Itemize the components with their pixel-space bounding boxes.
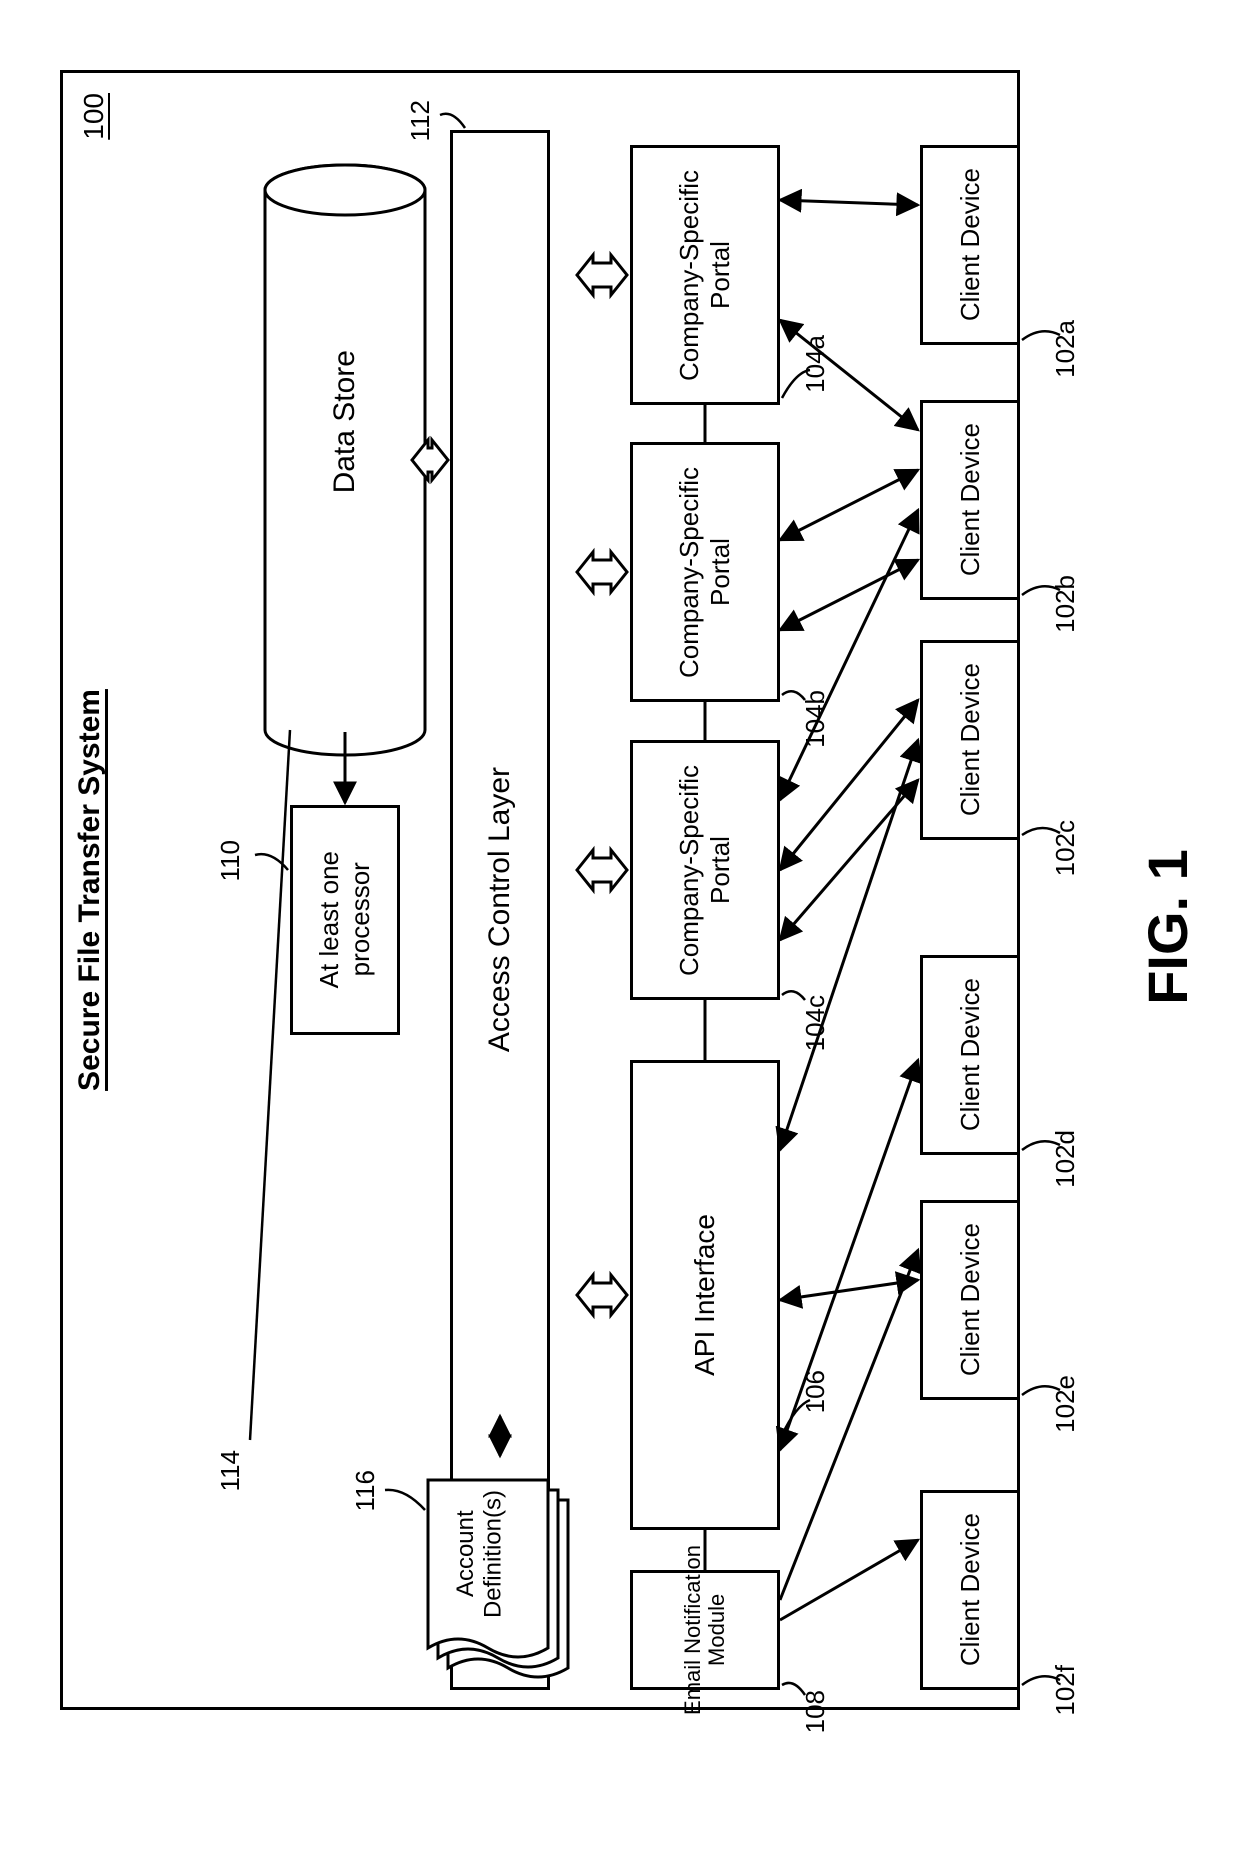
email-label: Email NotificationModule: [681, 1545, 729, 1715]
ref-104a: 104a: [800, 335, 831, 393]
ref-104c: 104c: [800, 995, 831, 1051]
client-c: Client Device: [920, 640, 1020, 840]
email-box: Email NotificationModule: [630, 1570, 780, 1690]
acl-box: Access Control Layer: [450, 130, 550, 1690]
system-title: Secure File Transfer System: [73, 689, 107, 1091]
client-b: Client Device: [920, 400, 1020, 600]
client-a-label: Client Device: [955, 168, 986, 321]
acl-label: Access Control Layer: [483, 767, 517, 1052]
portal-a: Company-SpecificPortal: [630, 145, 780, 405]
ref-112: 112: [405, 100, 436, 141]
ref-108: 108: [800, 1690, 831, 1733]
ref-102b: 102b: [1050, 575, 1081, 633]
client-f-label: Client Device: [955, 1513, 986, 1666]
client-b-label: Client Device: [955, 423, 986, 576]
client-e: Client Device: [920, 1200, 1020, 1400]
client-d: Client Device: [920, 955, 1020, 1155]
ref-102d: 102d: [1050, 1130, 1081, 1188]
diagram-canvas: Secure File Transfer System 100 Data Sto…: [0, 0, 1240, 1853]
figure-title: FIG. 1: [1135, 849, 1200, 1005]
client-a: Client Device: [920, 145, 1020, 345]
ref-102a: 102a: [1050, 320, 1081, 378]
ref-116: 116: [350, 1470, 381, 1511]
ref-102c: 102c: [1050, 820, 1081, 876]
datastore-label: Data Store: [328, 350, 362, 493]
portal-b-label: Company-SpecificPortal: [674, 467, 736, 678]
portal-c: Company-SpecificPortal: [630, 740, 780, 1000]
ref-104b: 104b: [800, 690, 831, 748]
client-f: Client Device: [920, 1490, 1020, 1690]
api-box: API Interface: [630, 1060, 780, 1530]
client-c-label: Client Device: [955, 663, 986, 816]
client-d-label: Client Device: [955, 978, 986, 1131]
api-label: API Interface: [689, 1214, 721, 1376]
portal-b: Company-SpecificPortal: [630, 442, 780, 702]
portal-c-label: Company-SpecificPortal: [674, 765, 736, 976]
portal-a-label: Company-SpecificPortal: [674, 170, 736, 381]
ref-102f: 102f: [1050, 1665, 1081, 1716]
processor-box: At least oneprocessor: [290, 805, 400, 1035]
ref-106: 106: [800, 1370, 831, 1413]
ref-102e: 102e: [1050, 1375, 1081, 1433]
ref-110: 110: [215, 840, 246, 881]
ref-100: 100: [78, 93, 110, 140]
client-e-label: Client Device: [955, 1223, 986, 1376]
processor-label: At least oneprocessor: [314, 851, 376, 988]
account-defs-label: AccountDefinition(s): [452, 1490, 507, 1618]
ref-114: 114: [215, 1450, 246, 1491]
